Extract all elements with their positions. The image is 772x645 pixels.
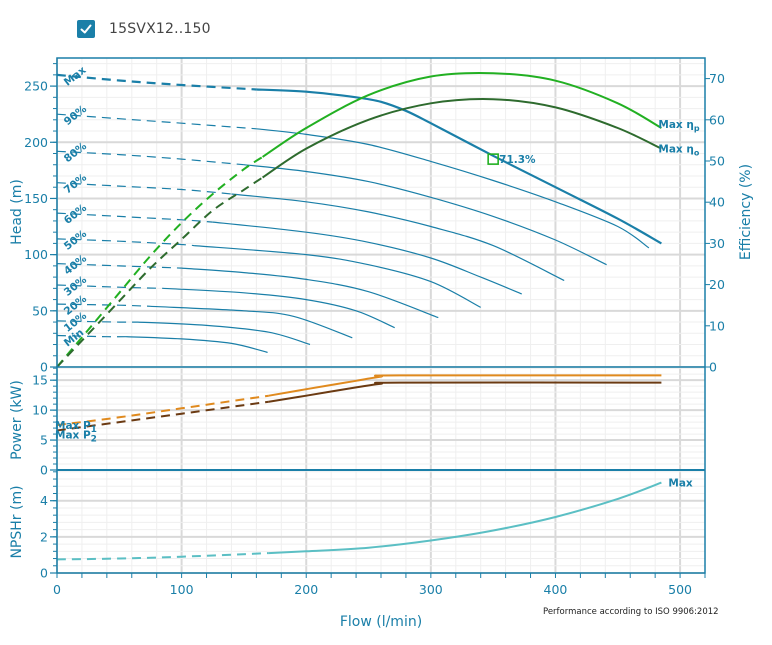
- flow-tick-label: 200: [294, 582, 318, 597]
- head-curve-label: 60%: [62, 202, 90, 227]
- best-efficiency-label: 71.3%: [499, 154, 536, 166]
- iso-footnote: Performance according to ISO 9906:2012: [543, 607, 719, 617]
- efficiency-tick-label: 70: [709, 71, 725, 86]
- head-curve-60pct: [212, 221, 523, 295]
- flow-tick-label: 400: [544, 582, 568, 597]
- head-tick-label: 150: [24, 191, 48, 206]
- series-name: 15SVX12..150: [109, 21, 211, 37]
- efficiency-curve-label: Max ηp: [658, 119, 699, 133]
- checkmark-icon: [80, 24, 92, 34]
- head-curve-90pct: [256, 128, 650, 249]
- head-curve-70pct: [231, 193, 565, 282]
- head-curve-label: 50%: [62, 228, 90, 253]
- flow-tick-label: 300: [419, 582, 443, 597]
- head-curve-label: Max: [62, 64, 89, 89]
- efficiency-curve-overall: [262, 98, 662, 179]
- efficiency-axis-title: Efficiency (%): [738, 164, 754, 260]
- head-curve-20pct-dashed: [56, 303, 151, 307]
- head-curve-label: 70%: [62, 171, 90, 196]
- head-curve-min-dashed: [56, 334, 126, 338]
- curves: [56, 71, 662, 561]
- power-tick-label: 10: [32, 403, 48, 418]
- power-tick-label: 5: [40, 433, 48, 448]
- series-selector: 15SVX12..150: [77, 18, 211, 40]
- head-curve-10pct-dashed: [56, 320, 139, 323]
- head-curve-min: [125, 336, 268, 353]
- npsh-tick-label: 0: [40, 566, 48, 581]
- head-curve-50pct: [194, 245, 481, 308]
- power-curve-label: Max P1: [55, 420, 97, 435]
- head-tick-label: 50: [32, 303, 48, 318]
- efficiency-tick-label: 0: [709, 360, 717, 375]
- power-tick-label: 15: [32, 373, 48, 388]
- npsh-tick-label: 2: [40, 529, 48, 544]
- x-axis-title: Flow (l/min): [340, 614, 422, 630]
- efficiency-tick-label: 30: [709, 236, 725, 251]
- series-checkbox[interactable]: [77, 20, 95, 38]
- power-tick-label: 0: [40, 463, 48, 478]
- efficiency-tick-label: 10: [709, 318, 725, 333]
- efficiency-curve-pump-dashed: [56, 156, 264, 368]
- head-curve-label: 80%: [62, 140, 90, 165]
- npsh-axis-title: NPSHr (m): [9, 485, 25, 558]
- head-curve-50pct-dashed: [56, 238, 195, 247]
- grid: [56, 58, 706, 574]
- head-curve-80pct-dashed: [56, 150, 244, 166]
- head-curve-label: 40%: [62, 252, 90, 277]
- efficiency-tick-label: 40: [709, 195, 725, 210]
- flow-tick-label: 0: [53, 582, 61, 597]
- power-curve-p2: [268, 381, 662, 403]
- power-curve-p1-dashed: [56, 394, 269, 427]
- power-axis-title: Power (kW): [9, 380, 25, 460]
- head-tick-label: 0: [40, 360, 48, 375]
- head-tick-label: 200: [24, 135, 48, 150]
- head-curve-60pct-dashed: [56, 212, 213, 223]
- axes: 0501001502002500510150240102030405060700…: [24, 57, 725, 597]
- power-curve-label: Max P2: [55, 429, 97, 444]
- head-curve-40pct-dashed: [56, 263, 182, 269]
- npsh-curve: [268, 481, 662, 555]
- npsh-tick-label: 4: [40, 493, 48, 508]
- head-axis-title: Head (m): [9, 179, 25, 245]
- efficiency-tick-label: 50: [709, 154, 725, 169]
- head-curve-40pct: [181, 267, 439, 319]
- head-curve-max-dashed: [56, 73, 257, 91]
- npsh-curve-dashed: [56, 552, 269, 561]
- efficiency-curve-label: Max ηo: [658, 144, 699, 158]
- best-efficiency-point-marker: [487, 153, 499, 165]
- head-tick-label: 250: [24, 79, 48, 94]
- head-curve-10pct: [137, 321, 311, 346]
- flow-tick-label: 500: [668, 582, 692, 597]
- efficiency-curve-overall-dashed: [56, 176, 264, 368]
- head-curve-90pct-dashed: [56, 113, 257, 130]
- head-curve-30pct-dashed: [56, 284, 163, 289]
- head-curve-80pct: [243, 164, 607, 266]
- head-tick-label: 100: [24, 247, 48, 262]
- power-curve-p2-dashed: [56, 400, 269, 432]
- head-curve-30pct: [162, 287, 395, 329]
- head-curve-max: [256, 88, 662, 245]
- efficiency-curve-pump: [262, 71, 662, 158]
- efficiency-tick-label: 60: [709, 112, 725, 127]
- head-curve-70pct-dashed: [56, 182, 232, 195]
- npsh-curve-label: Max: [668, 478, 693, 490]
- power-curve-p1: [268, 374, 662, 397]
- efficiency-tick-label: 20: [709, 277, 725, 292]
- head-curve-20pct: [150, 305, 353, 339]
- flow-tick-label: 100: [170, 582, 194, 597]
- head-curve-label: 90%: [62, 103, 90, 128]
